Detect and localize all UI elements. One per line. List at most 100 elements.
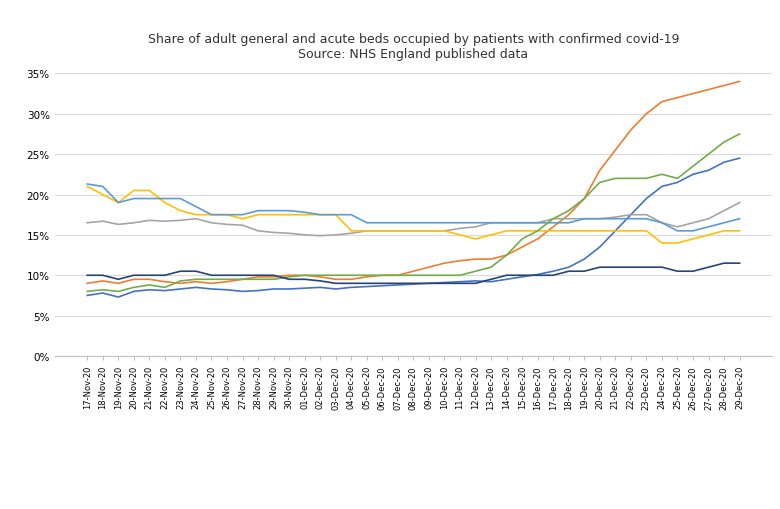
South East: [160, 285, 169, 291]
East of England: [502, 277, 511, 283]
East of England: [642, 196, 651, 202]
Midlands: [580, 216, 589, 222]
South West: [456, 281, 465, 287]
Midlands: [673, 224, 682, 231]
South East: [378, 273, 387, 279]
Line: North East and Yorkshire: North East and Yorkshire: [87, 187, 739, 243]
Midlands: [191, 216, 200, 222]
South West: [688, 269, 697, 275]
North East and Yorkshire: [409, 229, 418, 235]
East of England: [331, 287, 340, 293]
North East and Yorkshire: [98, 192, 108, 198]
Midlands: [502, 220, 511, 227]
London: [580, 196, 589, 202]
Midlands: [517, 220, 526, 227]
East of England: [409, 281, 418, 288]
London: [409, 269, 418, 275]
South West: [673, 269, 682, 275]
London: [704, 88, 713, 94]
North West: [191, 204, 200, 210]
South East: [346, 273, 356, 279]
North West: [409, 220, 418, 227]
South East: [129, 285, 139, 291]
North East and Yorkshire: [393, 229, 402, 235]
Midlands: [254, 229, 263, 235]
North West: [269, 208, 278, 214]
South West: [316, 278, 325, 285]
South East: [533, 229, 542, 235]
North East and Yorkshire: [424, 229, 434, 235]
South East: [440, 273, 449, 279]
East of England: [673, 180, 682, 186]
South East: [331, 273, 340, 279]
Midlands: [83, 220, 92, 227]
South East: [704, 152, 713, 158]
North East and Yorkshire: [254, 212, 263, 218]
East of England: [378, 283, 387, 289]
South East: [548, 216, 558, 222]
London: [735, 79, 744, 86]
South West: [595, 265, 604, 271]
London: [362, 274, 371, 280]
Midlands: [533, 220, 542, 227]
South West: [176, 269, 185, 275]
Line: Midlands: Midlands: [87, 203, 739, 236]
North West: [316, 212, 325, 218]
London: [160, 279, 169, 285]
North West: [580, 216, 589, 222]
South West: [642, 265, 651, 271]
North West: [564, 220, 573, 227]
East of England: [564, 265, 573, 271]
North West: [502, 220, 511, 227]
Midlands: [626, 212, 636, 218]
South West: [440, 281, 449, 287]
North West: [285, 208, 294, 214]
Midlands: [160, 219, 169, 225]
North East and Yorkshire: [642, 229, 651, 235]
Midlands: [704, 216, 713, 222]
North West: [626, 216, 636, 222]
East of England: [83, 293, 92, 299]
South West: [98, 273, 108, 279]
London: [129, 277, 139, 283]
South West: [238, 273, 247, 279]
London: [642, 111, 651, 118]
Midlands: [564, 216, 573, 222]
South East: [673, 176, 682, 182]
North East and Yorkshire: [378, 229, 387, 235]
Midlands: [393, 229, 402, 235]
North East and Yorkshire: [487, 232, 496, 238]
Midlands: [409, 229, 418, 235]
North East and Yorkshire: [517, 229, 526, 235]
South East: [719, 139, 729, 146]
Midlands: [238, 223, 247, 229]
East of England: [160, 288, 169, 294]
North West: [98, 184, 108, 190]
London: [222, 279, 232, 285]
North West: [378, 220, 387, 227]
Midlands: [440, 229, 449, 235]
Midlands: [331, 232, 340, 238]
North West: [129, 196, 139, 202]
East of England: [129, 289, 139, 295]
East of England: [533, 272, 542, 278]
Midlands: [548, 216, 558, 222]
Line: London: London: [87, 82, 739, 284]
Midlands: [688, 220, 697, 227]
North East and Yorkshire: [176, 208, 185, 214]
South East: [238, 277, 247, 283]
Midlands: [719, 208, 729, 214]
East of England: [456, 279, 465, 285]
North West: [735, 216, 744, 222]
South East: [83, 289, 92, 295]
North East and Yorkshire: [160, 200, 169, 206]
East of England: [346, 285, 356, 291]
North East and Yorkshire: [502, 229, 511, 235]
South East: [658, 172, 667, 178]
North East and Yorkshire: [719, 229, 729, 235]
East of England: [300, 286, 310, 292]
North West: [176, 196, 185, 202]
Line: South East: South East: [87, 135, 739, 292]
North West: [548, 220, 558, 227]
South West: [487, 277, 496, 283]
